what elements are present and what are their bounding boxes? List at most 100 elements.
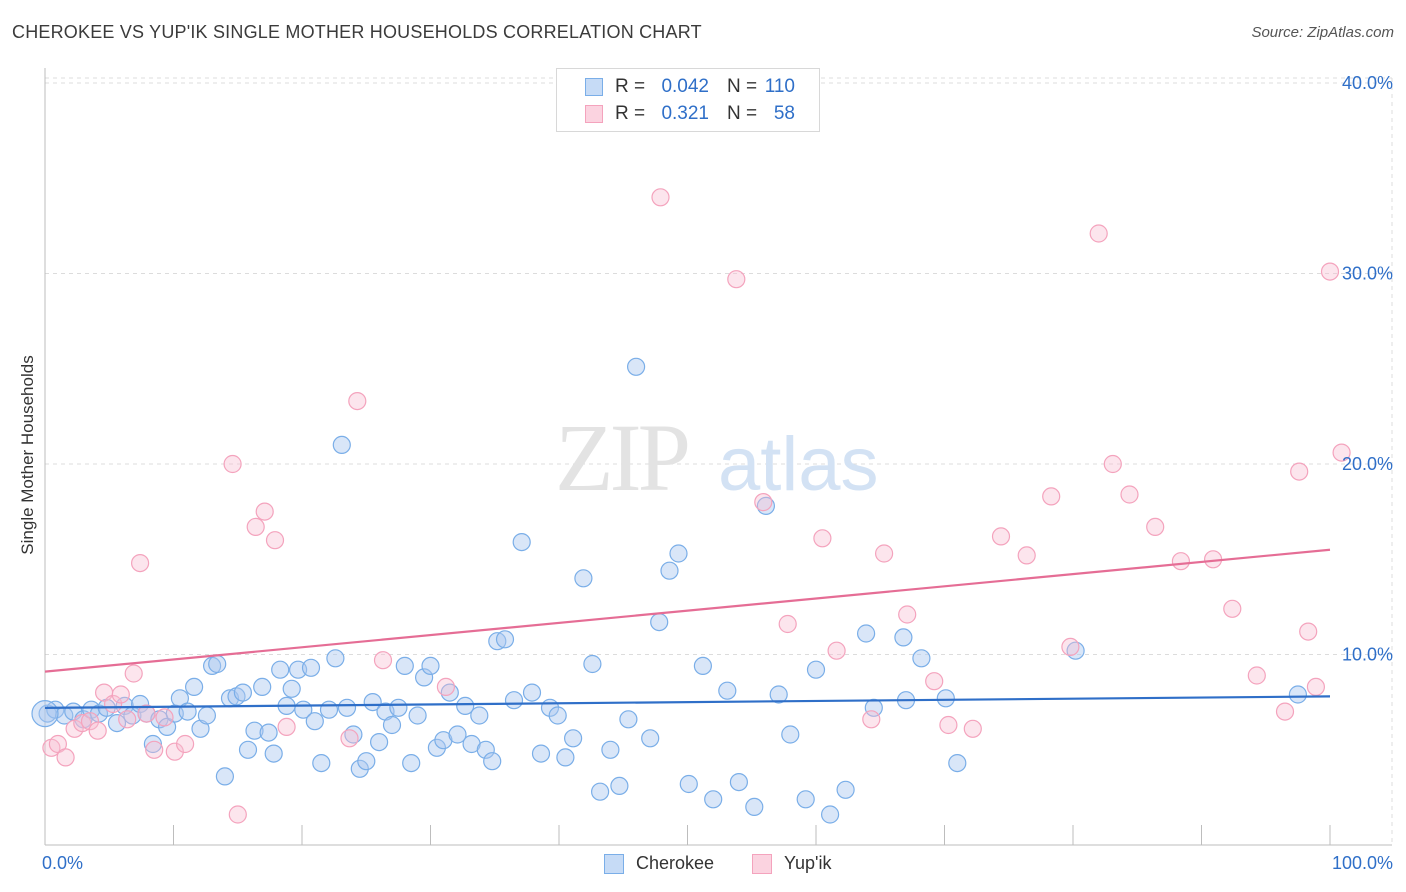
cherokee-point[interactable] [395,656,414,676]
yupik-point[interactable] [727,270,746,289]
cherokee-point[interactable] [427,738,446,757]
yupik-point[interactable] [176,734,195,754]
cherokee-point[interactable] [337,698,357,717]
cherokee-point[interactable] [332,435,351,454]
cherokee-point[interactable] [894,628,913,647]
cherokee-point[interactable] [836,780,855,799]
cherokee-point[interactable] [46,700,65,719]
cherokee-point[interactable] [936,689,955,708]
cherokee-point[interactable] [796,790,815,809]
cherokee-point[interactable] [271,660,290,679]
cherokee-point[interactable] [781,725,800,744]
cherokee-point[interactable] [718,681,737,700]
cherokee-point[interactable] [185,677,204,697]
cherokee-point[interactable] [408,706,427,725]
yupik-point[interactable] [56,748,75,767]
cherokee-point[interactable] [601,740,620,759]
yupik-point[interactable] [165,742,184,761]
cherokee-point[interactable] [253,677,272,697]
yupik-point[interactable] [436,677,455,697]
cherokee-point[interactable] [583,654,602,674]
yupik-point[interactable] [1171,552,1191,571]
yupik-point[interactable] [1332,443,1351,462]
cherokee-point[interactable] [370,732,389,752]
yupik-point[interactable] [88,721,107,740]
yupik-point[interactable] [827,641,846,660]
cherokee-point[interactable] [495,630,515,649]
yupik-point[interactable] [898,605,917,624]
cherokee-point[interactable] [402,753,421,773]
cherokee-point[interactable] [660,561,679,580]
cherokee-point[interactable] [238,740,258,759]
cherokee-point[interactable] [548,706,567,725]
cherokee-point[interactable] [131,694,150,714]
cherokee-point[interactable] [197,706,216,725]
cherokee-point[interactable] [319,700,339,719]
yupik-point[interactable] [1061,637,1080,657]
cherokee-point[interactable] [143,734,162,754]
cherokee-point[interactable] [650,612,669,632]
yupik-point[interactable] [124,664,143,683]
cherokee-point[interactable] [512,532,531,552]
cherokee-point[interactable] [233,683,252,702]
cherokee-point[interactable] [421,656,440,676]
cherokee-point[interactable] [470,706,489,725]
cherokee-point[interactable] [574,569,593,588]
yupik-point[interactable] [1290,462,1309,481]
yupik-point[interactable] [1017,546,1036,565]
yupik-point[interactable] [1306,677,1326,697]
cherokee-point[interactable] [208,654,227,674]
yupik-point[interactable] [145,740,164,759]
cherokee-point[interactable] [806,660,826,679]
cherokee-point[interactable] [669,544,688,563]
yupik-point[interactable] [118,710,137,729]
cherokee-point[interactable] [301,658,321,677]
cherokee-point-cluster[interactable] [31,699,59,728]
yupik-point[interactable] [1042,487,1061,506]
cherokee-point[interactable] [115,696,134,716]
yupik-point[interactable] [348,392,367,411]
cherokee-point[interactable] [264,744,283,763]
cherokee-point[interactable] [522,683,542,702]
cherokee-point[interactable] [590,782,610,801]
cherokee-point[interactable] [856,624,876,643]
cherokee-point[interactable] [948,753,967,773]
yupik-point[interactable] [1089,224,1108,243]
cherokee-point[interactable] [864,698,883,717]
yupik-point[interactable] [813,529,832,548]
yupik-point[interactable] [1275,702,1295,721]
yupik-point[interactable] [874,544,894,563]
cherokee-point[interactable] [704,790,723,809]
cherokee-point[interactable] [769,685,788,704]
cherokee-point[interactable] [619,710,638,729]
yupik-point[interactable] [48,734,68,754]
cherokee-point[interactable] [476,740,495,759]
yupik-point[interactable] [1299,622,1318,641]
yupik-point[interactable] [651,188,670,207]
yupik-point[interactable] [228,805,247,824]
yupik-point[interactable] [1247,666,1266,685]
cherokee-point[interactable] [563,729,583,748]
yupik-point[interactable] [255,502,274,521]
yupik-point[interactable] [1320,262,1340,281]
cherokee-point[interactable] [326,649,345,668]
yupik-point[interactable] [137,704,156,723]
yupik-point[interactable] [155,708,174,727]
yupik-point[interactable] [131,553,150,573]
yupik-point[interactable] [1120,485,1139,504]
cherokee-point[interactable] [415,668,434,687]
cherokee-point[interactable] [282,679,301,698]
yupik-point[interactable] [1146,517,1165,537]
yupik-point[interactable] [862,710,881,729]
cherokee-point[interactable] [363,692,382,712]
cherokee-point[interactable] [610,776,629,796]
cherokee-point[interactable] [679,774,698,794]
cherokee-point[interactable] [531,744,551,763]
cherokee-point[interactable] [389,698,408,717]
yupik-point[interactable] [991,527,1011,546]
cherokee-point[interactable] [483,752,502,771]
cherokee-point[interactable] [448,725,467,744]
cherokee-point[interactable] [912,649,931,668]
cherokee-point[interactable] [1288,685,1308,704]
yupik-point[interactable] [265,531,285,550]
